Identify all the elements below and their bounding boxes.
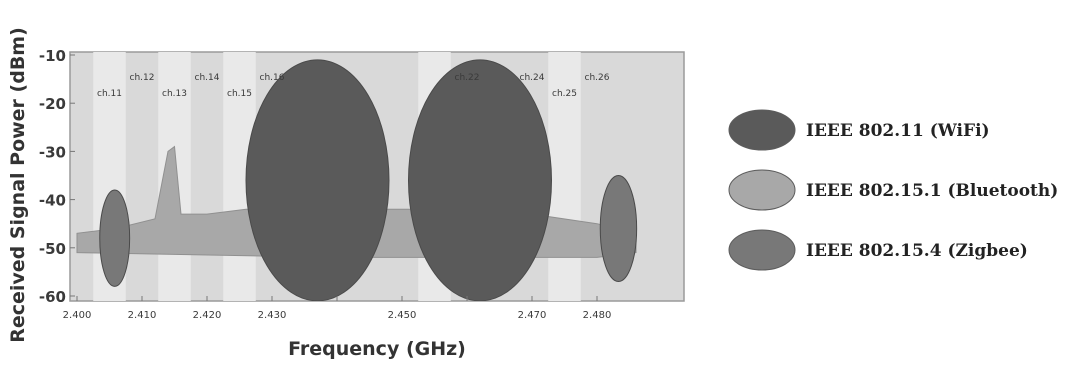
channel-band — [548, 52, 581, 301]
channel-label: ch.13 — [162, 89, 187, 99]
y-axis-title: Received Signal Power (dBm) — [7, 27, 29, 343]
y-tick-label: -50 — [39, 240, 66, 258]
channel-label: ch.16 — [260, 73, 285, 83]
legend-swatch — [728, 169, 796, 211]
legend-label: IEEE 802.15.4 (Zigbee) — [806, 241, 1028, 261]
x-tick-label: 2.410 — [128, 310, 157, 321]
y-tick-label: -60 — [39, 288, 66, 306]
channel-label: ch.24 — [520, 73, 545, 83]
channel-label: ch.25 — [552, 89, 577, 99]
x-tick-label: 2.470 — [518, 310, 547, 321]
channel-label: ch.26 — [585, 73, 610, 83]
channel-label: ch.14 — [195, 73, 220, 83]
x-axis-title: Frequency (GHz) — [288, 338, 466, 360]
zigbee-channel-ellipse — [99, 189, 131, 287]
channel-label: ch.22 — [455, 73, 480, 83]
x-tick-label: 2.450 — [388, 310, 417, 321]
channel-label: ch.11 — [97, 89, 122, 99]
channel-label: ch.15 — [227, 89, 252, 99]
y-tick-label: -10 — [39, 47, 66, 65]
legend-swatch — [728, 109, 796, 151]
y-tick-label: -30 — [39, 143, 66, 161]
legend-swatch — [728, 229, 796, 271]
wifi-channel-ellipse — [245, 59, 390, 301]
x-tick-label: 2.480 — [583, 310, 612, 321]
legend: IEEE 802.11 (WiFi) IEEE 802.15.1 (Bluetoo… — [728, 109, 1058, 271]
x-tick-label: 2.400 — [63, 310, 92, 321]
wifi-channel-ellipse — [408, 59, 552, 301]
y-tick-label: -20 — [39, 95, 66, 113]
legend-label: IEEE 802.11 (WiFi) — [806, 121, 990, 141]
legend-label: IEEE 802.15.1 (Bluetooth) — [806, 181, 1058, 201]
zigbee-channel-ellipse — [599, 175, 638, 283]
x-tick-label: 2.430 — [258, 310, 287, 321]
x-tick-label: 2.420 — [193, 310, 222, 321]
y-tick-label: -40 — [39, 192, 66, 210]
channel-label: ch.12 — [130, 73, 155, 83]
